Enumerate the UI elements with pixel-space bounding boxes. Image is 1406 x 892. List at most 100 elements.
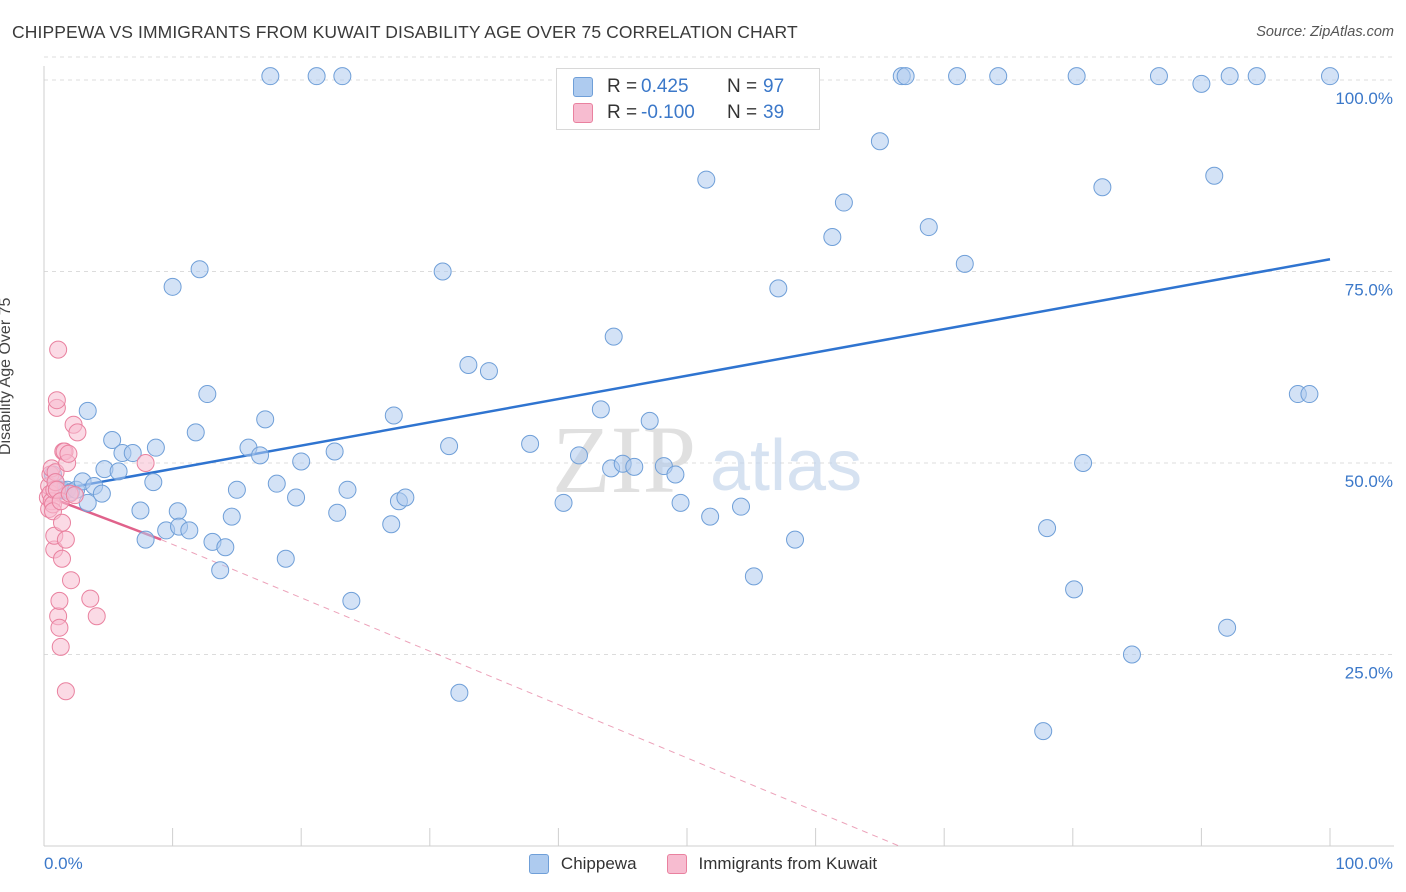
kuwait-point bbox=[47, 391, 66, 410]
chippewa-point bbox=[569, 446, 588, 465]
chippewa-point bbox=[146, 438, 165, 457]
chippewa-point bbox=[92, 484, 111, 503]
legend-swatch-blue bbox=[573, 77, 593, 97]
legend-n-value: 39 bbox=[763, 102, 785, 123]
chippewa-point bbox=[222, 507, 241, 526]
chippewa-point bbox=[1149, 67, 1168, 86]
y-tick-label: 50.0% bbox=[1345, 472, 1393, 491]
chippewa-point bbox=[333, 67, 352, 86]
kuwait-point bbox=[65, 486, 84, 505]
legend-r-label: R = bbox=[607, 76, 638, 97]
chippewa-point bbox=[1065, 580, 1084, 599]
legend-r-label: R = bbox=[607, 102, 638, 123]
chippewa-point bbox=[1192, 74, 1211, 93]
chippewa-point bbox=[276, 549, 295, 568]
chippewa-point bbox=[479, 362, 498, 381]
chippewa-point bbox=[328, 503, 347, 522]
chippewa-point bbox=[342, 591, 361, 610]
tick-labels: 25.0% 50.0% 75.0% 100.0% 0.0% 100.0% bbox=[44, 89, 1393, 873]
chippewa-point bbox=[251, 446, 270, 465]
chippewa-point bbox=[1067, 67, 1086, 86]
chippewa-point bbox=[384, 406, 403, 425]
legend-row-kuwait: R = -0.100 N = 39 bbox=[573, 100, 784, 126]
chippewa-point bbox=[1034, 722, 1053, 741]
chippewa-point bbox=[870, 132, 889, 151]
kuwait-point bbox=[62, 571, 81, 590]
watermark-atlas: atlas bbox=[710, 426, 862, 506]
chippewa-point bbox=[163, 277, 182, 296]
chippewa-point bbox=[666, 465, 685, 484]
legend-r-value: 0.425 bbox=[641, 76, 689, 97]
chippewa-point bbox=[292, 452, 311, 471]
chippewa-point bbox=[144, 473, 163, 492]
chippewa-point bbox=[896, 67, 915, 86]
legend-n-label: N = bbox=[727, 76, 758, 97]
chippewa-point bbox=[786, 530, 805, 549]
legend-n-label: N = bbox=[727, 102, 758, 123]
chippewa-point bbox=[433, 262, 452, 281]
chippewa-point bbox=[1218, 618, 1237, 637]
kuwait-point bbox=[59, 444, 78, 463]
chippewa-point bbox=[136, 530, 155, 549]
chippewa-point bbox=[521, 434, 540, 453]
chippewa-point bbox=[382, 515, 401, 534]
chippewa-point bbox=[1205, 166, 1224, 185]
chippewa-point bbox=[186, 423, 205, 442]
legend-item-kuwait[interactable]: Immigrants from Kuwait bbox=[666, 854, 878, 874]
axes bbox=[43, 66, 1394, 847]
chippewa-point bbox=[604, 327, 623, 346]
chippewa-point bbox=[287, 488, 306, 507]
chippewa-point bbox=[591, 400, 610, 419]
chippewa-point bbox=[989, 67, 1008, 86]
kuwait-point bbox=[81, 589, 100, 608]
chippewa-point bbox=[554, 493, 573, 512]
chippewa-point bbox=[211, 561, 230, 580]
chippewa-point bbox=[103, 431, 122, 450]
chippewa-point bbox=[78, 401, 97, 420]
legend-row-chippewa: R = 0.425 N = 97 bbox=[573, 74, 784, 100]
trend-lines bbox=[47, 258, 1331, 847]
chippewa-point bbox=[1038, 519, 1057, 538]
chippewa-point bbox=[744, 567, 763, 586]
chippewa-point bbox=[640, 411, 659, 430]
chippewa-point bbox=[1300, 385, 1319, 404]
chippewa-point bbox=[459, 355, 478, 374]
chippewa-point bbox=[769, 279, 788, 298]
chippewa-point bbox=[307, 67, 326, 86]
legend-label-kuwait: Immigrants from Kuwait bbox=[698, 854, 878, 873]
kuwait-point bbox=[53, 513, 72, 532]
chippewa-point bbox=[834, 193, 853, 212]
stats-legend: R = 0.425 N = 97 R = -0.100 N = 39 bbox=[556, 68, 820, 130]
chart-source: Source: ZipAtlas.com bbox=[1256, 24, 1394, 40]
chippewa-point bbox=[955, 254, 974, 273]
chippewa-point bbox=[168, 502, 187, 521]
chippewa-point bbox=[671, 493, 690, 512]
chippewa-point bbox=[109, 462, 128, 481]
chippewa-point bbox=[216, 538, 235, 557]
chippewa-point bbox=[1074, 454, 1093, 472]
chippewa-point bbox=[180, 521, 199, 540]
chippewa-point bbox=[450, 683, 469, 702]
chippewa-point bbox=[190, 260, 209, 279]
legend-item-chippewa[interactable]: Chippewa bbox=[528, 854, 637, 874]
kuwait-point bbox=[49, 340, 68, 359]
x-tick-label: 100.0% bbox=[1335, 854, 1393, 873]
y-tick-label: 75.0% bbox=[1345, 281, 1393, 300]
chippewa-point bbox=[1093, 178, 1112, 197]
chippewa-point bbox=[701, 507, 720, 526]
legend-swatch-blue bbox=[528, 854, 549, 874]
chippewa-point bbox=[1220, 67, 1239, 86]
chippewa-point bbox=[338, 480, 357, 499]
kuwait-point bbox=[136, 454, 155, 472]
legend-n-value: 97 bbox=[763, 76, 785, 97]
kuwait-point bbox=[56, 530, 75, 549]
chippewa-point bbox=[732, 497, 751, 516]
legend-label-chippewa: Chippewa bbox=[560, 854, 637, 873]
y-tick-label: 25.0% bbox=[1345, 664, 1393, 683]
chippewa-point bbox=[396, 488, 415, 507]
chippewa-point bbox=[256, 410, 275, 429]
chippewa-point bbox=[948, 67, 967, 86]
kuwait-point bbox=[68, 423, 87, 442]
x-tick-label: 0.0% bbox=[44, 854, 83, 873]
